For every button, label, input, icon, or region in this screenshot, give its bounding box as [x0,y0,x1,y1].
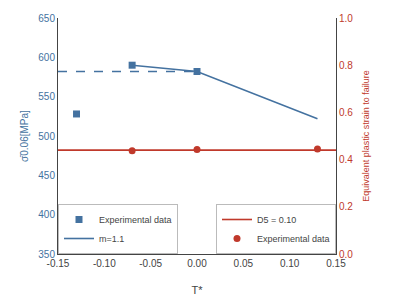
svg-text:-0.15: -0.15 [47,258,70,269]
svg-text:0.6: 0.6 [339,107,353,118]
svg-text:600: 600 [38,52,55,63]
svg-text:σ̄0.06[MPa]: σ̄0.06[MPa] [19,110,30,162]
svg-text:Equivalent plastic strain to f: Equivalent plastic strain to failure [361,70,371,202]
svg-text:400: 400 [38,209,55,220]
svg-text:Experimental data: Experimental data [99,215,172,225]
svg-text:350: 350 [38,249,55,260]
svg-text:-0.10: -0.10 [93,258,116,269]
svg-text:1.0: 1.0 [339,13,353,24]
svg-text:T*: T* [192,284,204,296]
svg-text:-0.05: -0.05 [139,258,162,269]
svg-text:650: 650 [38,13,55,24]
svg-text:0.4: 0.4 [339,154,353,165]
svg-text:500: 500 [38,131,55,142]
svg-text:0.8: 0.8 [339,60,353,71]
svg-text:D5 = 0.10: D5 = 0.10 [257,215,296,225]
svg-text:550: 550 [38,91,55,102]
svg-text:0.15: 0.15 [326,258,346,269]
svg-text:0.05: 0.05 [234,258,254,269]
svg-text:450: 450 [38,170,55,181]
svg-text:0.0: 0.0 [339,249,353,260]
svg-text:0.2: 0.2 [339,201,353,212]
svg-text:0.00: 0.00 [187,258,207,269]
svg-text:m=1.1: m=1.1 [99,234,124,244]
svg-text:Experimental data: Experimental data [257,234,330,244]
svg-text:0.10: 0.10 [280,258,300,269]
